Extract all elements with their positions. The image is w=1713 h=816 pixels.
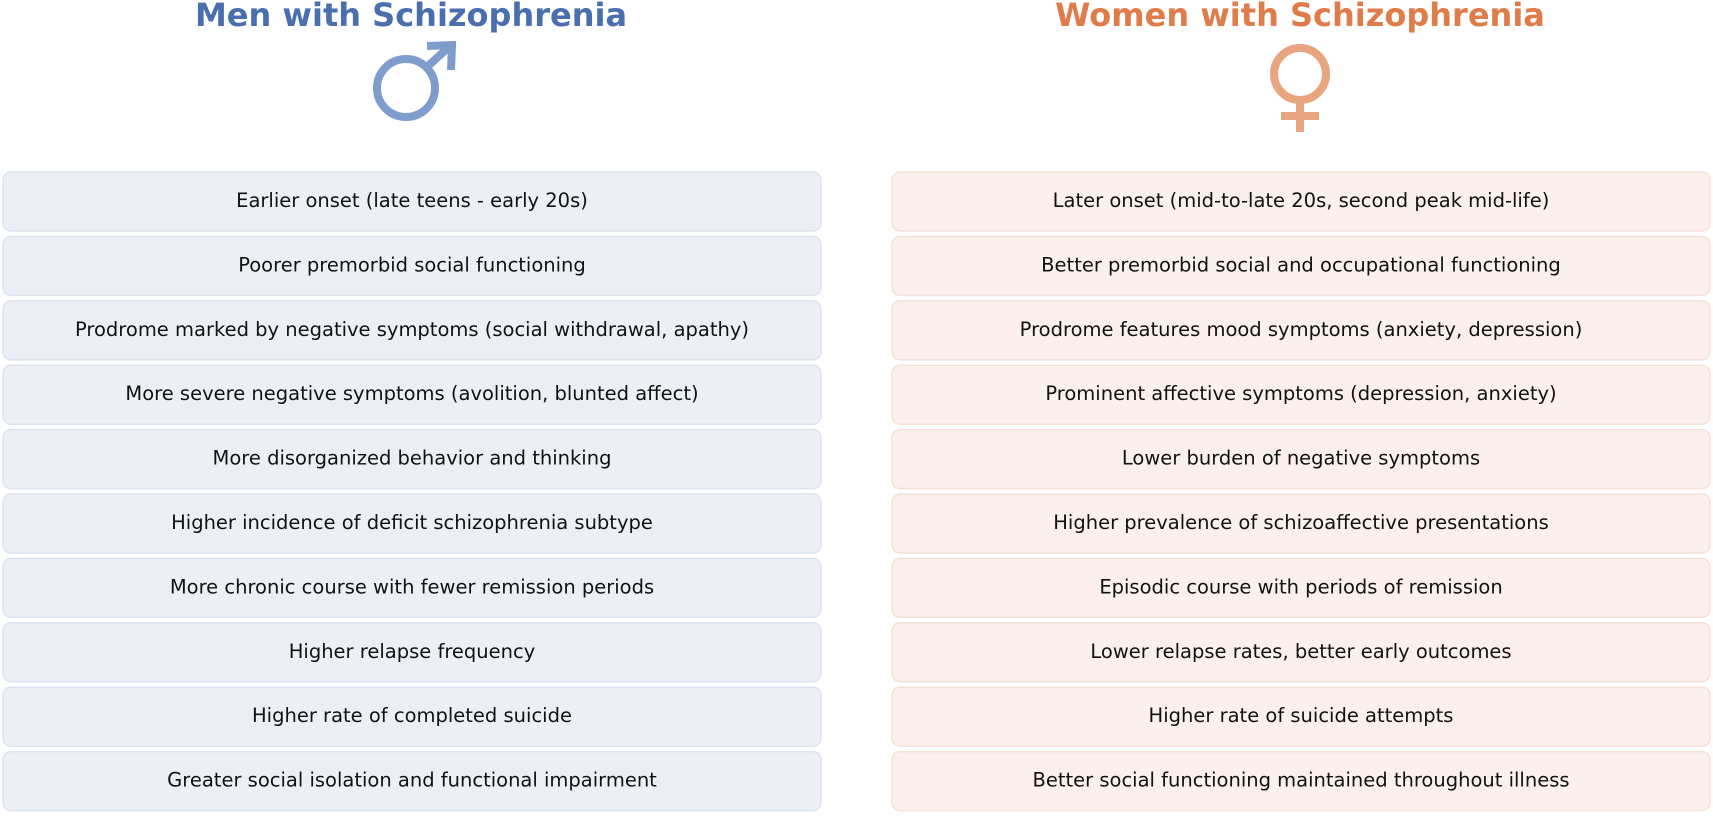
item-box bbox=[891, 428, 1711, 490]
item-text: Prodrome features mood symptoms (anxiety… bbox=[1020, 318, 1583, 341]
item-box bbox=[891, 300, 1711, 361]
item-text: Episodic course with periods of remissio… bbox=[1099, 575, 1502, 598]
item-text: Higher rate of suicide attempts bbox=[1149, 704, 1454, 727]
female-symbol bbox=[1270, 44, 1330, 132]
item-box bbox=[2, 557, 822, 619]
item-box bbox=[2, 686, 822, 747]
item-box bbox=[2, 622, 822, 683]
item-box bbox=[2, 493, 822, 554]
item-box bbox=[891, 235, 1711, 297]
item-text: Greater social isolation and functional … bbox=[167, 769, 657, 792]
item-box bbox=[2, 300, 822, 361]
rows: Earlier onset (late teens - early 20s) Po… bbox=[2, 171, 1711, 812]
men-title: Men with Schizophrenia bbox=[195, 0, 627, 34]
item-text: Later onset (mid-to-late 20s, second pea… bbox=[1053, 189, 1550, 212]
item-box bbox=[891, 493, 1711, 554]
item-box bbox=[891, 750, 1711, 812]
item-text: More disorganized behavior and thinking bbox=[213, 447, 612, 470]
item-text: Higher relapse frequency bbox=[289, 640, 536, 663]
item-text: Earlier onset (late teens - early 20s) bbox=[236, 189, 588, 212]
item-box bbox=[2, 364, 822, 425]
women-title: Women with Schizophrenia bbox=[1055, 0, 1545, 34]
item-box bbox=[2, 428, 822, 490]
item-box bbox=[2, 171, 822, 232]
item-text: Higher rate of completed suicide bbox=[252, 704, 572, 727]
item-text: More chronic course with fewer remission… bbox=[170, 575, 654, 598]
item-box bbox=[2, 235, 822, 297]
item-text: Better premorbid social and occupational… bbox=[1041, 253, 1561, 276]
item-box bbox=[2, 750, 822, 812]
item-text: More severe negative symptoms (avolition… bbox=[125, 382, 698, 405]
item-box bbox=[891, 364, 1711, 425]
item-text: Better social functioning maintained thr… bbox=[1032, 769, 1569, 792]
item-box bbox=[891, 171, 1711, 232]
item-text: Lower burden of negative symptoms bbox=[1122, 447, 1480, 470]
item-text: Higher prevalence of schizoaffective pre… bbox=[1053, 511, 1548, 534]
item-text: Poorer premorbid social functioning bbox=[238, 253, 586, 276]
item-box bbox=[891, 557, 1711, 619]
item-box bbox=[891, 686, 1711, 747]
item-text: Lower relapse rates, better early outcom… bbox=[1090, 640, 1511, 663]
item-box bbox=[891, 622, 1711, 683]
male-symbol bbox=[373, 40, 457, 121]
item-text: Higher incidence of deficit schizophreni… bbox=[171, 511, 653, 534]
item-text: Prodrome marked by negative symptoms (so… bbox=[75, 318, 749, 341]
item-text: Prominent affective symptoms (depression… bbox=[1045, 382, 1556, 405]
